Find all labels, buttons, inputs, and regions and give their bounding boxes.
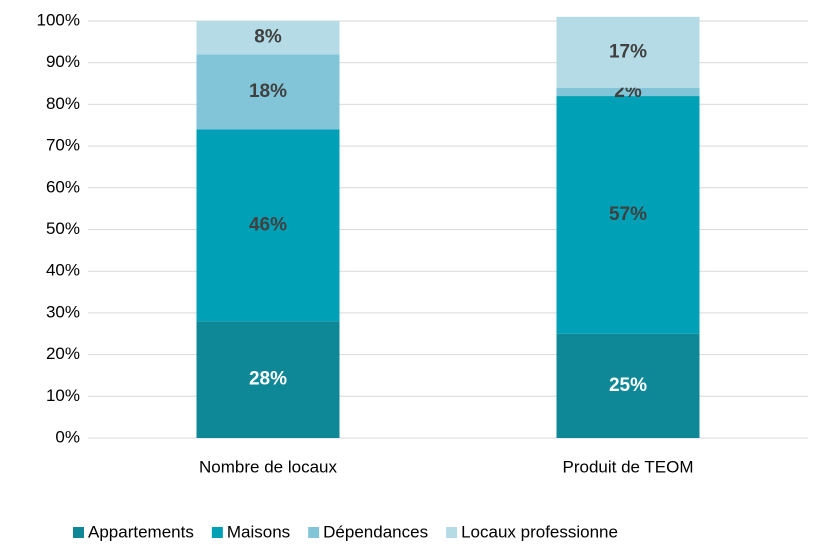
legend-swatch bbox=[211, 527, 223, 538]
y-tick-label: 40% bbox=[46, 261, 80, 280]
value-label: 28% bbox=[249, 369, 287, 390]
bar-segment bbox=[556, 16, 700, 88]
y-tick-label: 70% bbox=[46, 136, 80, 155]
legend-swatch bbox=[446, 527, 458, 538]
y-tick-label: 10% bbox=[46, 386, 80, 405]
x-tick-label: Produit de TEOM bbox=[562, 457, 693, 476]
value-label: 17% bbox=[609, 41, 647, 62]
value-label: 8% bbox=[254, 27, 282, 48]
bar-segment bbox=[196, 21, 340, 55]
legend-label: Dépendances bbox=[323, 522, 428, 541]
bar-segment bbox=[196, 129, 340, 322]
bar-segment bbox=[556, 87, 700, 97]
bar-segment bbox=[196, 54, 340, 130]
y-tick-label: 30% bbox=[46, 302, 80, 321]
legend-swatch bbox=[73, 527, 84, 538]
bar-segment bbox=[556, 96, 700, 334]
bar-segment bbox=[196, 321, 340, 438]
bar-segment bbox=[556, 333, 700, 438]
y-tick-label: 50% bbox=[46, 219, 80, 238]
legend-swatch bbox=[308, 527, 320, 538]
legend-label: Appartements bbox=[88, 522, 194, 541]
value-label: 25% bbox=[609, 375, 647, 396]
y-tick-label: 80% bbox=[46, 94, 80, 113]
y-tick-label: 0% bbox=[55, 427, 80, 446]
value-label: 46% bbox=[249, 214, 287, 235]
y-tick-label: 100% bbox=[37, 10, 80, 29]
y-tick-label: 60% bbox=[46, 177, 80, 196]
legend-label: Locaux professionne bbox=[461, 522, 618, 541]
x-tick-label: Nombre de locaux bbox=[199, 457, 337, 476]
value-label: 18% bbox=[249, 81, 287, 102]
y-tick-label: 90% bbox=[46, 52, 80, 71]
value-label: 57% bbox=[609, 204, 647, 225]
legend-label: Maisons bbox=[227, 522, 290, 541]
y-tick-label: 20% bbox=[46, 344, 80, 363]
